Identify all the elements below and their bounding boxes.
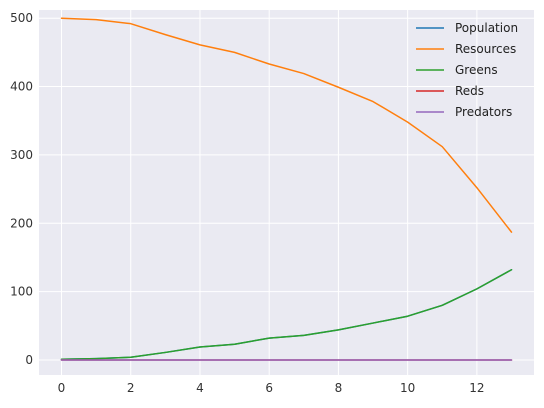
x-axis-ticks: 0 2 4 6 8 10 12 — [58, 381, 485, 395]
legend: Population Resources Greens Reds Predators — [416, 21, 518, 119]
legend-label-reds: Reds — [455, 84, 484, 98]
plot-background — [39, 10, 534, 375]
y-tick-label: 300 — [10, 148, 33, 162]
y-axis-ticks: 0 100 200 300 400 500 — [10, 11, 33, 367]
legend-label-greens: Greens — [455, 63, 498, 77]
x-tick-label: 12 — [469, 381, 484, 395]
y-tick-label: 400 — [10, 80, 33, 94]
legend-label-resources: Resources — [455, 42, 516, 56]
series-line-resources — [60, 17, 513, 233]
legend-label-predators: Predators — [455, 105, 512, 119]
legend-label-population: Population — [455, 21, 518, 35]
y-tick-label: 500 — [10, 11, 33, 25]
y-tick-label: 100 — [10, 285, 33, 299]
y-tick-label: 200 — [10, 216, 33, 230]
x-tick-label: 0 — [58, 381, 66, 395]
x-tick-label: 2 — [127, 381, 135, 395]
x-tick-label: 6 — [265, 381, 273, 395]
series-line-greens — [60, 268, 513, 361]
y-tick-label: 0 — [25, 353, 33, 367]
x-tick-label: 4 — [196, 381, 204, 395]
x-tick-label: 10 — [400, 381, 415, 395]
series-lines — [60, 17, 513, 361]
x-tick-label: 8 — [335, 381, 343, 395]
